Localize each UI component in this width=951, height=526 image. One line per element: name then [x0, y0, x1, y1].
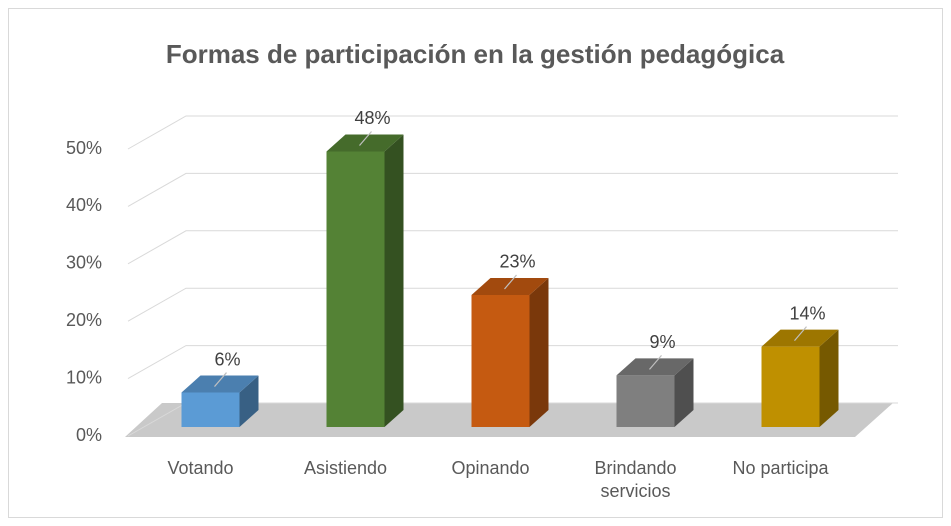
bar — [761, 329, 839, 427]
bar — [616, 358, 694, 427]
grid-line — [127, 172, 898, 207]
value-label: 23% — [499, 252, 535, 272]
grid-line — [127, 230, 898, 265]
bar-top — [471, 277, 549, 295]
bar-top — [761, 329, 839, 347]
x-tick-label: Asistiendo — [303, 458, 388, 478]
chart-border — [8, 8, 943, 518]
x-tick-label: Brindando servicios — [594, 458, 677, 501]
bar-side — [384, 134, 404, 428]
leader-line — [359, 131, 372, 146]
leader-line — [214, 372, 227, 387]
bar-top — [181, 375, 259, 393]
bar-front — [326, 151, 385, 428]
bar-top — [326, 134, 404, 152]
value-label: 9% — [649, 332, 675, 352]
x-tick-label: Votando — [167, 458, 234, 478]
bar-side — [529, 277, 549, 427]
leader-line — [504, 274, 517, 290]
x-tick-label: Opinando — [451, 458, 530, 478]
y-tick-label: 40% — [66, 195, 102, 215]
value-label: 6% — [214, 349, 240, 369]
bar-front — [471, 294, 530, 427]
leader-line — [794, 326, 807, 342]
y-tick-label: 20% — [66, 310, 102, 330]
chart-title: Formas de participación en la gestión pe… — [166, 39, 785, 69]
grid-line — [127, 287, 898, 322]
y-tick-label: 0% — [76, 425, 102, 445]
leader-line — [649, 354, 662, 370]
bar-side — [819, 329, 839, 427]
grid-line — [127, 115, 898, 150]
x-tick-label: No participa — [732, 458, 829, 478]
y-tick-label: 30% — [66, 253, 102, 273]
value-label: 14% — [789, 303, 825, 323]
bar-front — [616, 375, 675, 427]
bar-side — [239, 375, 259, 427]
bar-front — [181, 392, 240, 427]
bar-front — [761, 346, 820, 427]
bar — [326, 134, 404, 428]
bar — [181, 375, 259, 427]
y-tick-label: 50% — [66, 138, 102, 158]
bar-top — [616, 358, 694, 376]
y-tick-label: 10% — [66, 367, 102, 387]
grid-line — [127, 345, 898, 380]
value-label: 48% — [354, 108, 390, 128]
bar-side — [674, 358, 694, 427]
bar — [471, 277, 549, 427]
